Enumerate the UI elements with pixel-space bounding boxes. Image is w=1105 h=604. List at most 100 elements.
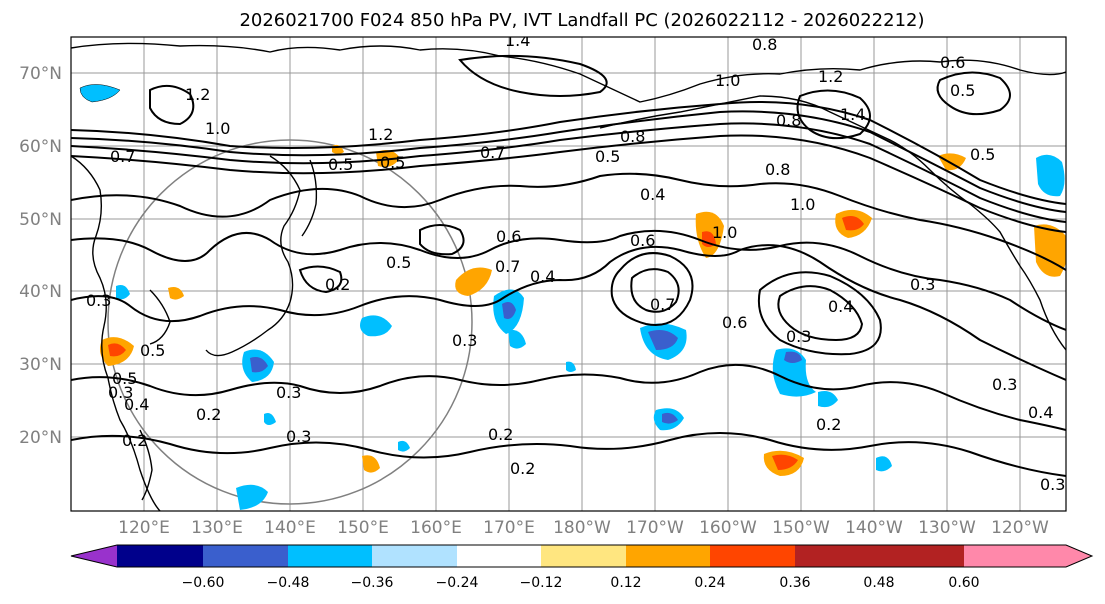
contour-label: 0.4 [530, 267, 555, 286]
contour-label: 0.8 [752, 35, 777, 54]
contour-label: 1.4 [505, 31, 530, 50]
colorbar-segment [541, 545, 626, 567]
contour-label: 0.3 [1040, 475, 1065, 494]
lon-label: 170°E [483, 518, 535, 538]
colorbar-outline [70, 544, 1094, 568]
colorbar-ticks: −0.60 −0.48 −0.36 −0.24 −0.12 0.12 0.24 … [182, 575, 980, 591]
colorbar-tick-label: −0.60 [182, 575, 225, 591]
lon-label: 130°W [918, 518, 976, 538]
contour-label: 0.5 [140, 341, 165, 360]
colorbar-tick-label: −0.12 [520, 575, 563, 591]
contour-label: 0.6 [630, 231, 655, 250]
colorbar-extend-low [71, 545, 117, 567]
map-area: 1.4 0.8 1.0 1.2 0.6 0.5 1.2 1.0 1.4 0.8 … [71, 31, 1066, 511]
lon-label: 170°W [626, 518, 684, 538]
contour-label: 0.2 [325, 275, 350, 294]
lat-label: 40°N [19, 282, 62, 302]
contour-labels: 1.4 0.8 1.0 1.2 0.6 0.5 1.2 1.0 1.4 0.8 … [86, 31, 1065, 494]
contour-label: 1.0 [790, 195, 815, 214]
lon-label: 140°E [264, 518, 316, 538]
shaded-anomalies [79, 84, 1066, 510]
contour-label: 0.8 [776, 111, 801, 130]
lat-label: 30°N [19, 355, 62, 375]
colorbar: −0.60 −0.48 −0.36 −0.24 −0.12 0.12 0.24 … [70, 544, 1094, 591]
contour-label: 0.7 [480, 143, 505, 162]
contour-label: 1.2 [185, 85, 210, 104]
lon-label: 120°E [118, 518, 170, 538]
coastlines [71, 42, 1066, 511]
colorbar-segment [626, 545, 710, 567]
contour-label: 0.6 [940, 53, 965, 72]
contour-label: 0.2 [816, 415, 841, 434]
lon-label: 130°E [191, 518, 243, 538]
colorbar-segment [203, 545, 288, 567]
contour-label: 0.8 [620, 127, 645, 146]
colorbar-tick-label: 0.24 [694, 575, 725, 591]
lon-label: 150°E [337, 518, 389, 538]
contour-label: 1.0 [712, 223, 737, 242]
lon-label: 120°W [991, 518, 1049, 538]
figure-title: 2026021700 F024 850 hPa PV, IVT Landfall… [239, 10, 924, 31]
contour-label: 0.3 [786, 327, 811, 346]
colorbar-tick-label: −0.24 [436, 575, 479, 591]
colorbar-tick-label: −0.48 [267, 575, 310, 591]
contour-label: 0.5 [386, 253, 411, 272]
contour-label: 0.4 [828, 297, 853, 316]
colorbar-tick-label: 0.36 [779, 575, 810, 591]
contour-label: 0.6 [722, 313, 747, 332]
pv-contours [71, 54, 1066, 477]
contour-label: 0.5 [112, 369, 137, 388]
contour-label: 0.7 [650, 295, 675, 314]
longitude-labels: 120°E 130°E 140°E 150°E 160°E 170°E 180°… [118, 518, 1049, 538]
contour-label: 0.3 [452, 331, 477, 350]
contour-label: 1.2 [368, 125, 393, 144]
contour-label: 0.7 [495, 257, 520, 276]
contour-label: 0.2 [122, 431, 147, 450]
landfall-region-circle [107, 139, 473, 505]
lat-label: 70°N [19, 64, 62, 84]
contour-label: 1.4 [840, 105, 865, 124]
contour-label: 1.2 [818, 67, 843, 86]
colorbar-tick-label: 0.12 [610, 575, 641, 591]
contour-label: 0.3 [992, 375, 1017, 394]
colorbar-tick-label: −0.36 [351, 575, 394, 591]
colorbar-segment [879, 545, 964, 567]
contour-label: 0.4 [640, 185, 665, 204]
contour-label: 0.3 [108, 383, 133, 402]
contour-label: 0.2 [196, 405, 221, 424]
colorbar-segment [117, 545, 203, 567]
lon-label: 150°W [772, 518, 830, 538]
colorbar-tick-label: 0.60 [948, 575, 979, 591]
map-frame [70, 36, 1067, 512]
contour-label: 0.2 [488, 425, 513, 444]
contour-label: 0.4 [124, 395, 149, 414]
lon-label: 140°W [845, 518, 903, 538]
contour-label: 0.5 [380, 153, 405, 172]
contour-label: 0.4 [1028, 403, 1053, 422]
lon-label: 160°W [699, 518, 757, 538]
colorbar-segment [795, 545, 879, 567]
lat-label: 50°N [19, 210, 62, 230]
contour-label: 0.5 [950, 81, 975, 100]
colorbar-tick-label: 0.48 [863, 575, 894, 591]
contour-label: 0.7 [110, 147, 135, 166]
contour-label: 0.5 [970, 145, 995, 164]
colorbar-segment [372, 545, 457, 567]
contour-label: 0.2 [510, 459, 535, 478]
contour-label: 0.3 [276, 383, 301, 402]
contour-label: 0.3 [286, 427, 311, 446]
colorbar-segment [457, 545, 541, 567]
contour-label: 0.3 [86, 291, 111, 310]
lat-label: 60°N [19, 137, 62, 157]
lon-label: 160°E [410, 518, 462, 538]
lon-label: 180°W [553, 518, 611, 538]
latitude-labels: 70°N 60°N 50°N 40°N 30°N 20°N [19, 64, 62, 448]
contour-label: 0.5 [595, 147, 620, 166]
contour-label: 0.6 [496, 227, 521, 246]
colorbar-segment [710, 545, 795, 567]
contour-label: 0.3 [910, 275, 935, 294]
colorbar-segment [288, 545, 372, 567]
contour-label: 1.0 [715, 71, 740, 90]
contour-label: 0.8 [765, 160, 790, 179]
